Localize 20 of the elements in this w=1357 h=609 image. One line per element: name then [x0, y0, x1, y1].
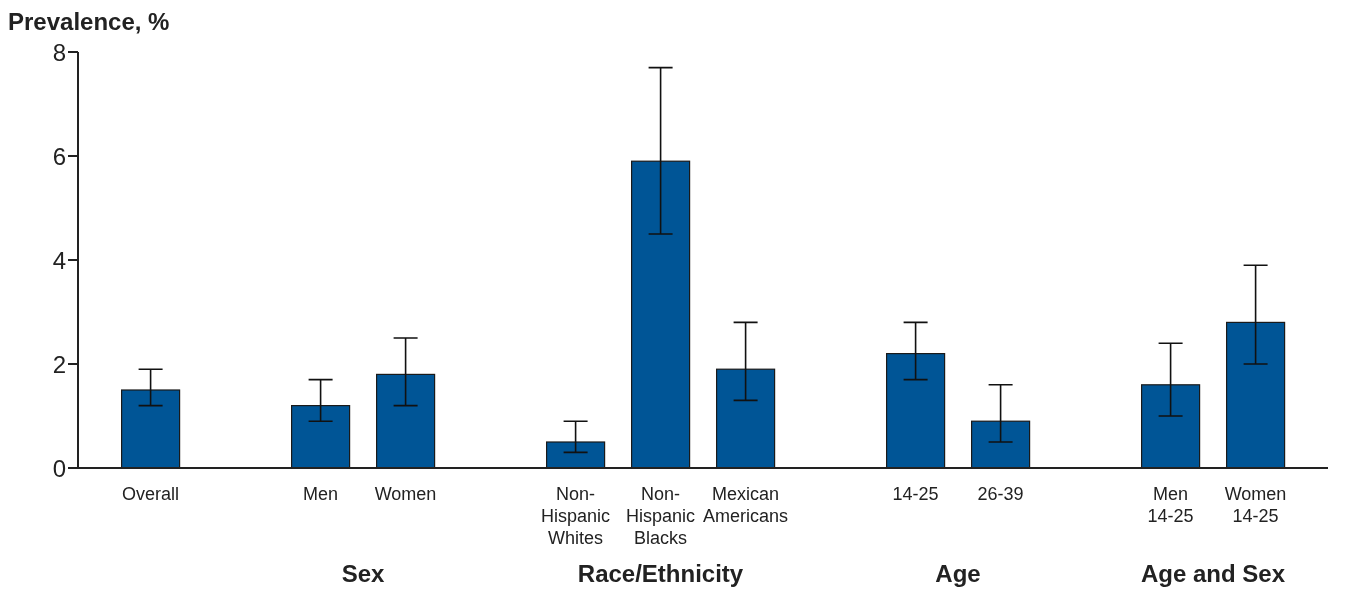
y-axis-title: Prevalence, % — [8, 8, 170, 36]
y-tick-label: 2 — [52, 350, 66, 378]
x-tick-label: Mexican Americans — [702, 484, 789, 526]
text: Age — [934, 560, 982, 588]
y-tick-label: 8 — [52, 38, 66, 66]
x-tick-label: Women 14-25 — [1224, 484, 1287, 526]
text: Sex — [340, 560, 386, 588]
x-tick-label: 14-25 — [892, 484, 939, 504]
x-tick-label: Non- Hispanic Whites — [540, 484, 611, 548]
x-tick-label: Men — [302, 484, 339, 504]
x-tick-label: Non- Hispanic Blacks — [625, 484, 696, 548]
x-tick-label: Overall — [121, 484, 180, 504]
y-tick-label: 4 — [52, 246, 66, 274]
text: Race/Ethnicity — [576, 560, 745, 588]
text: Age and Sex — [1139, 560, 1286, 588]
y-tick-label: 6 — [52, 142, 66, 170]
y-tick-label: 0 — [52, 454, 66, 482]
x-tick-label: Men 14-25 — [1147, 484, 1194, 526]
x-tick-label: 26-39 — [977, 484, 1024, 504]
x-tick-label: Women — [374, 484, 437, 504]
